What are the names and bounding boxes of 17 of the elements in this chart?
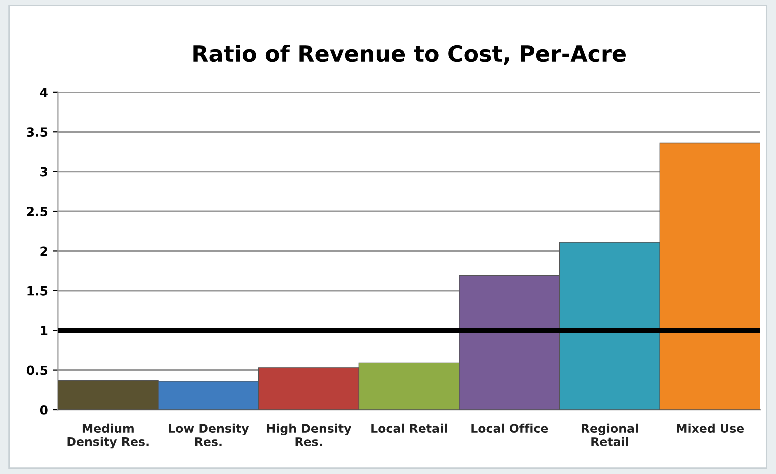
- y-tick-label: 2: [40, 246, 48, 256]
- x-tick-label: Mixed Use: [677, 424, 744, 434]
- y-tick-label: 0: [40, 405, 48, 415]
- x-tick-label: Medium Density Res.: [68, 424, 149, 449]
- y-tick-label: 4: [40, 88, 48, 98]
- y-tick-label: 2.5: [27, 206, 48, 216]
- y-tick-label: 3: [40, 167, 48, 177]
- chart-title: Ratio of Revenue to Cost, Per-Acre: [194, 44, 626, 66]
- x-tick-label: Regional Retail: [582, 424, 638, 446]
- x-tick-label: Low Density Res.: [169, 424, 250, 446]
- y-tick-label: 1: [41, 326, 48, 336]
- y-tick-label: 1.5: [28, 286, 48, 296]
- x-tick-label: Local Retail: [372, 424, 448, 434]
- y-tick-label: 3.5: [27, 128, 48, 138]
- y-tick-label: 0.5: [26, 366, 48, 376]
- x-tick-label: Local Office: [472, 424, 548, 434]
- x-tick-label: High Density Res.: [267, 424, 352, 446]
